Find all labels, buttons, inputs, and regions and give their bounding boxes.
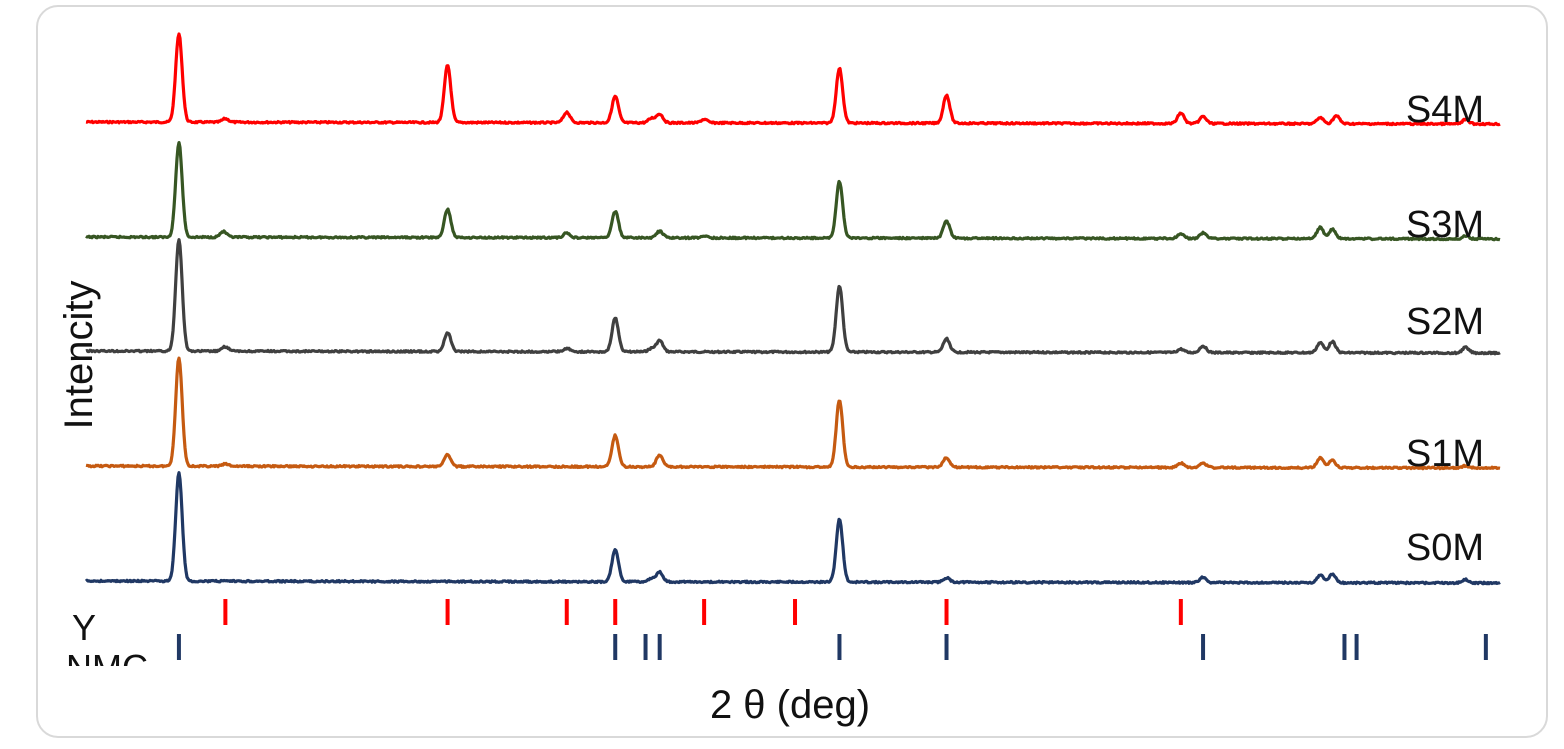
- y-axis-label: Intencity: [57, 281, 101, 430]
- series-s4m: S4M: [85, 32, 1501, 131]
- series-label-s2m: S2M: [1406, 301, 1484, 343]
- series-label-s3m: S3M: [1406, 204, 1484, 246]
- series-s3m: S3M: [85, 140, 1501, 246]
- series-label-s1m: S1M: [1406, 433, 1484, 475]
- x-axis-label: 2 θ (deg): [710, 683, 870, 727]
- series-line-s2m: [85, 238, 1501, 356]
- series-line-s1m: [85, 356, 1501, 471]
- series-line-s4m: [85, 32, 1501, 127]
- series-line-s3m: [85, 140, 1501, 242]
- chart-frame: [36, 5, 1548, 738]
- reference-label-nmc: NMC: [66, 647, 148, 688]
- reference-y: Y: [72, 599, 1183, 648]
- series-s2m: S2M: [85, 238, 1501, 356]
- series-layer: S4M S3M S2M S1M S0M: [84, 32, 1501, 586]
- series-s0m: S0M: [84, 471, 1501, 586]
- series-label-s0m: S0M: [1406, 527, 1484, 569]
- series-label-s4m: S4M: [1406, 89, 1484, 131]
- reference-nmc: NMC: [66, 634, 1488, 688]
- series-s1m: S1M: [85, 356, 1501, 475]
- series-line-s0m: [84, 471, 1501, 586]
- reference-label-y: Y: [72, 607, 96, 648]
